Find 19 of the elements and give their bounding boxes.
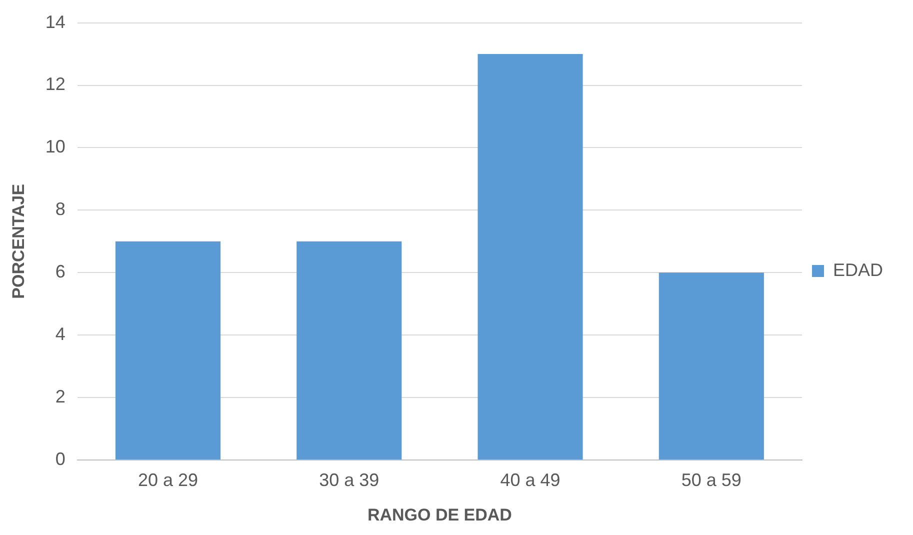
legend-label: EDAD [832, 260, 884, 280]
y-tick-label: 12 [45, 74, 66, 94]
bar [115, 241, 221, 460]
y-tick-label: 2 [55, 386, 66, 407]
x-tick-label: 40 a 49 [500, 470, 560, 490]
y-tick-label: 10 [45, 136, 66, 157]
y-tick-label: 4 [55, 324, 66, 344]
bar [478, 54, 583, 460]
x-tick-label: 50 a 59 [681, 470, 742, 490]
y-tick-label: 8 [55, 199, 66, 220]
y-axis-title: PORCENTAJE [8, 184, 28, 299]
y-tick-label: 14 [45, 12, 66, 32]
x-tick-label: 20 a 29 [138, 470, 198, 490]
x-axis-title: RANGO DE EDAD [367, 505, 512, 524]
bar [658, 272, 764, 460]
y-tick-label: 6 [55, 262, 66, 282]
y-tick-label: 0 [55, 448, 66, 469]
bar [296, 241, 402, 460]
x-tick-label: 30 a 39 [319, 470, 380, 490]
